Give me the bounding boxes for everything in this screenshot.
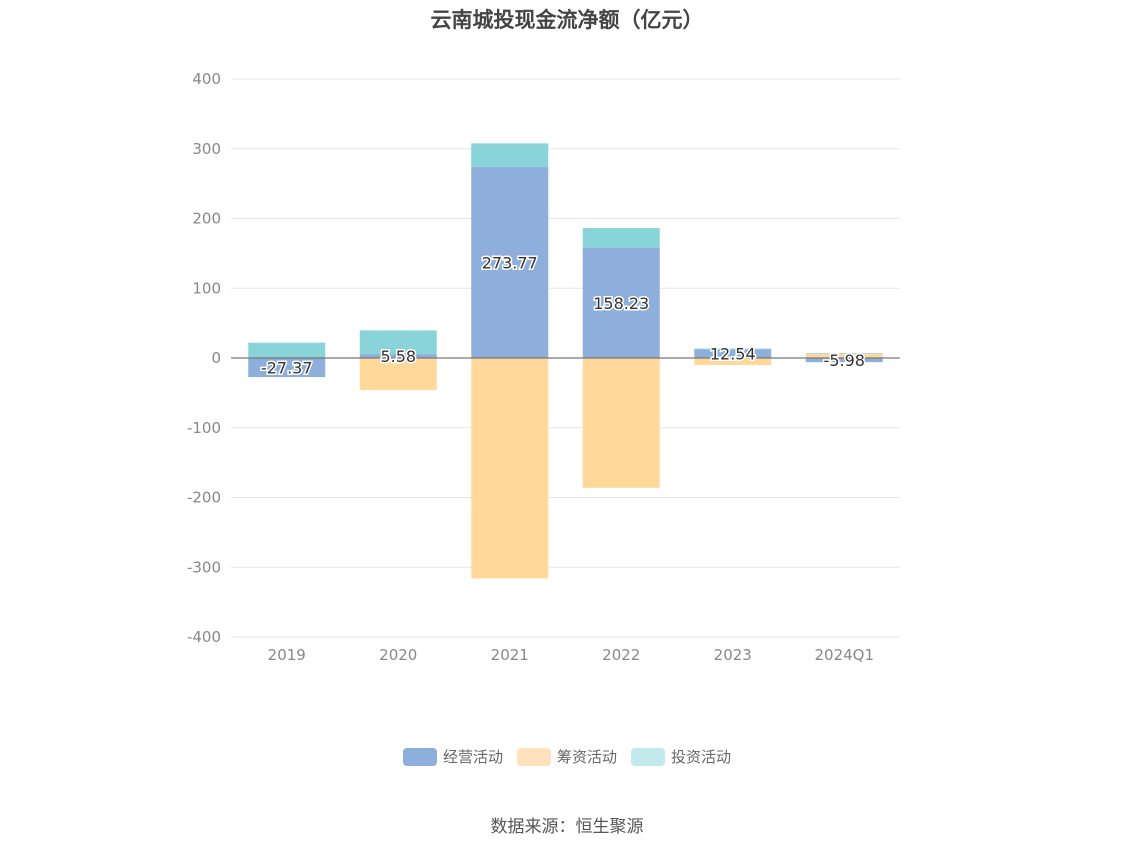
data-label-2023: 12.54 bbox=[710, 345, 756, 364]
y-tick-label: 100 bbox=[192, 279, 221, 297]
grid-lines bbox=[231, 78, 900, 638]
bar-2019-series-0 bbox=[248, 358, 326, 378]
x-tick-label: 2020 bbox=[379, 646, 417, 664]
bar-2022-series-0 bbox=[582, 247, 660, 358]
bar-2022-series-2 bbox=[582, 228, 660, 248]
bar-2021-series-1 bbox=[471, 358, 549, 579]
y-tick-label: 0 bbox=[211, 349, 221, 367]
y-tick-label: 300 bbox=[192, 140, 221, 158]
bar-2024Q1-series-2 bbox=[805, 353, 883, 354]
x-tick-label: 2023 bbox=[714, 646, 752, 664]
x-tick-label: 2021 bbox=[491, 646, 529, 664]
legend-label-financing: 筹资活动 bbox=[556, 748, 617, 766]
bar-2023-series-1 bbox=[694, 358, 772, 365]
bar-2021-series-2 bbox=[471, 143, 549, 168]
legend-swatch-investing bbox=[631, 747, 665, 766]
bar-2020-series-2 bbox=[359, 330, 437, 355]
legend-item-investing[interactable]: 投资活动 bbox=[631, 746, 731, 767]
data-label-2019: -27.37 bbox=[261, 359, 313, 378]
x-tick-label: 2024Q1 bbox=[814, 646, 874, 664]
data-label-2020: 5.58 bbox=[380, 347, 416, 366]
bar-2023-series-0 bbox=[694, 349, 772, 358]
data-labels: -27.37 5.58 273.77 158.23 12.54 -5.98 bbox=[259, 252, 866, 379]
legend-label-investing: 投资活动 bbox=[671, 748, 732, 766]
legend-swatch-operating bbox=[402, 747, 437, 766]
x-tick-label: 2022 bbox=[602, 646, 640, 664]
source-note: 数据来源：恒生聚源 bbox=[490, 817, 644, 837]
bar-2023-series-2 bbox=[694, 348, 772, 350]
legend-item-financing[interactable]: 筹资活动 bbox=[516, 746, 617, 767]
y-axis-ticks: 400 300 200 100 0 -100 -200 -300 -400 bbox=[187, 70, 221, 646]
x-axis-ticks: 2019 2020 2021 2022 2023 2024Q1 bbox=[268, 646, 874, 664]
legend-swatch-financing bbox=[516, 747, 551, 766]
bars bbox=[248, 143, 883, 579]
y-tick-label: 400 bbox=[192, 70, 221, 88]
bar-2024Q1-series-1 bbox=[805, 353, 883, 358]
y-tick-label: -100 bbox=[187, 419, 221, 437]
y-tick-label: -300 bbox=[187, 558, 221, 576]
y-tick-label: 200 bbox=[192, 210, 221, 228]
data-label-2024Q1: -5.98 bbox=[824, 351, 865, 370]
bar-2021-series-0 bbox=[471, 167, 549, 358]
bar-2020-series-0 bbox=[359, 354, 437, 358]
x-tick-label: 2019 bbox=[268, 646, 306, 664]
data-label-2022: 158.23 bbox=[593, 294, 649, 313]
bar-2024Q1-series-0 bbox=[805, 358, 883, 363]
legend-item-operating[interactable]: 经营活动 bbox=[402, 746, 503, 767]
chart-title: 云南城投现金流净额（亿元） bbox=[430, 8, 704, 32]
legend: 经营活动 筹资活动 投资活动 bbox=[0, 746, 1134, 767]
bar-2020-series-1 bbox=[359, 358, 437, 391]
data-label-2021: 273.77 bbox=[482, 254, 538, 273]
bar-2019-series-2 bbox=[248, 342, 326, 358]
y-tick-label: -400 bbox=[187, 628, 221, 646]
legend-label-operating: 经营活动 bbox=[442, 748, 503, 766]
bar-2022-series-1 bbox=[582, 358, 660, 488]
y-tick-label: -200 bbox=[187, 489, 221, 507]
